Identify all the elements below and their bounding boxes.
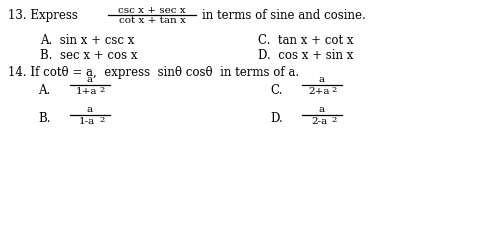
Text: 2-a: 2-a [311, 117, 327, 126]
Text: B.: B. [38, 112, 51, 125]
Text: 2: 2 [331, 86, 336, 94]
Text: 2: 2 [99, 116, 105, 124]
Text: 1+a: 1+a [76, 87, 98, 96]
Text: C.: C. [270, 83, 282, 97]
Text: cot x + tan x: cot x + tan x [119, 16, 185, 25]
Text: in terms of sine and cosine.: in terms of sine and cosine. [202, 9, 366, 22]
Text: a: a [319, 75, 325, 84]
Text: a: a [87, 105, 93, 114]
Text: A.  sin x + csc x: A. sin x + csc x [40, 34, 134, 47]
Text: 1-a: 1-a [79, 117, 95, 126]
Text: a: a [87, 75, 93, 84]
Text: 14. If cotθ = a,  express  sinθ cosθ  in terms of a.: 14. If cotθ = a, express sinθ cosθ in te… [8, 66, 299, 79]
Text: 2: 2 [99, 86, 105, 94]
Text: 2+a: 2+a [308, 87, 330, 96]
Text: a: a [319, 105, 325, 114]
Text: csc x + sec x: csc x + sec x [118, 6, 186, 15]
Text: C.  tan x + cot x: C. tan x + cot x [258, 34, 353, 47]
Text: 13. Express: 13. Express [8, 9, 78, 22]
Text: B.  sec x + cos x: B. sec x + cos x [40, 49, 138, 62]
Text: 2: 2 [331, 116, 336, 124]
Text: D.  cos x + sin x: D. cos x + sin x [258, 49, 353, 62]
Text: A.: A. [38, 83, 50, 97]
Text: D.: D. [270, 112, 283, 125]
